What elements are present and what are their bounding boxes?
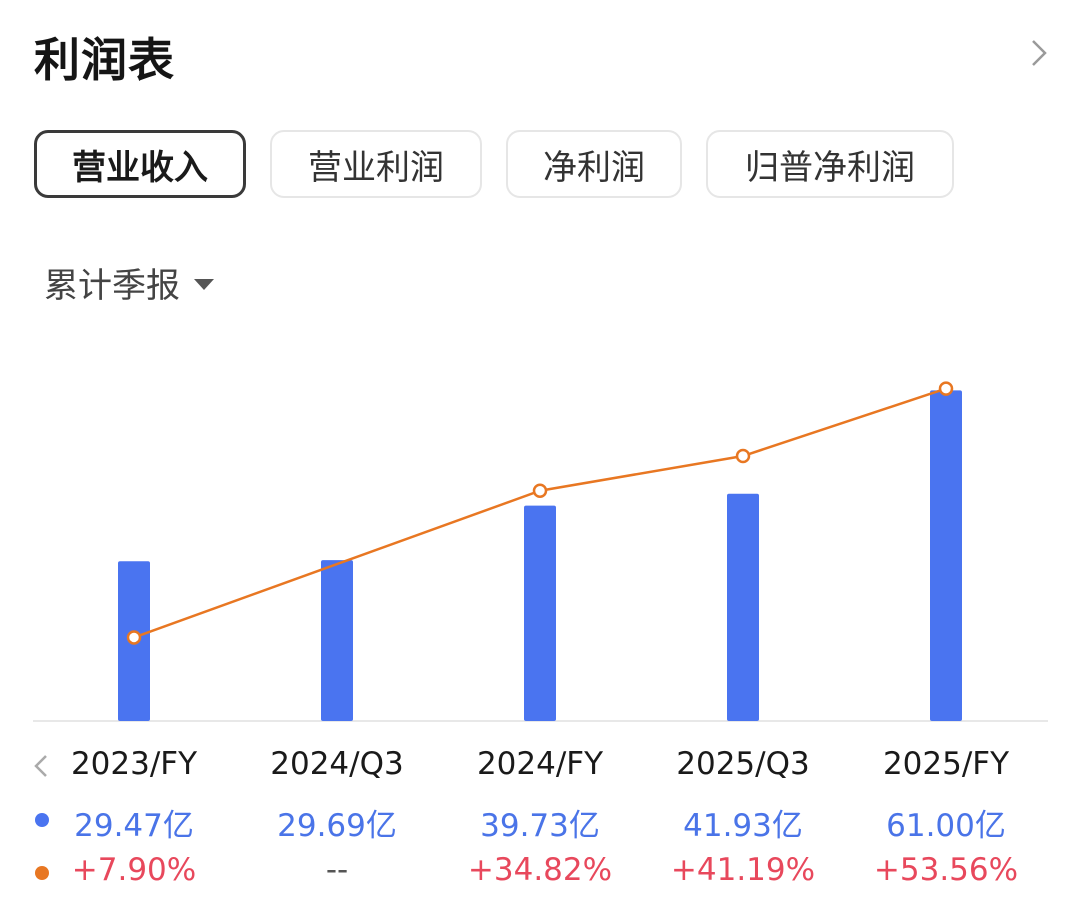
tab-operating-profit[interactable]: 营业利润 <box>270 130 482 198</box>
revenue-value-label: 39.73亿 <box>480 808 600 844</box>
growth-point[interactable] <box>126 630 142 645</box>
x-tick-label: 2024/FY <box>476 746 604 782</box>
growth-legend-dot <box>35 866 49 880</box>
growth-point[interactable] <box>532 483 548 498</box>
tab-revenue[interactable]: 营业收入 <box>34 130 246 198</box>
period-label: 累计季报 <box>44 266 180 306</box>
revenue-value-label: 41.93亿 <box>683 808 803 844</box>
period-dropdown[interactable]: 累计季报 <box>44 258 214 307</box>
x-tick-label: 2023/FY <box>70 746 198 782</box>
chevron-right-icon[interactable] <box>1022 36 1056 70</box>
revenue-value-label: 29.47亿 <box>74 808 194 844</box>
growth-value-label: -- <box>325 852 349 888</box>
growth-value-label: +34.82% <box>467 852 613 888</box>
page-title: 利润表 <box>34 33 175 87</box>
chevron-left-icon[interactable] <box>30 752 52 780</box>
growth-value-label: +53.56% <box>873 852 1019 888</box>
revenue-value-label: 29.69亿 <box>277 808 397 844</box>
revenue-bar[interactable] <box>930 390 962 721</box>
growth-point[interactable] <box>735 448 751 464</box>
growth-point[interactable] <box>938 381 954 396</box>
caret-down-icon <box>194 279 214 290</box>
growth-value-label: +41.19% <box>670 852 816 888</box>
tab-net-profit[interactable]: 净利润 <box>506 130 682 198</box>
growth-value-label: +7.90% <box>71 852 197 888</box>
revenue-legend-dot <box>35 813 49 827</box>
x-tick-label: 2025/Q3 <box>676 746 810 782</box>
tab-attributable-net-profit[interactable]: 归普净利润 <box>706 130 954 198</box>
revenue-bar[interactable] <box>524 505 556 721</box>
revenue-value-label: 61.00亿 <box>886 808 1006 844</box>
x-tick-label: 2025/FY <box>882 746 1010 782</box>
revenue-bar[interactable] <box>321 560 353 721</box>
x-tick-label: 2024/Q3 <box>270 746 404 782</box>
revenue-bar[interactable] <box>727 493 759 721</box>
